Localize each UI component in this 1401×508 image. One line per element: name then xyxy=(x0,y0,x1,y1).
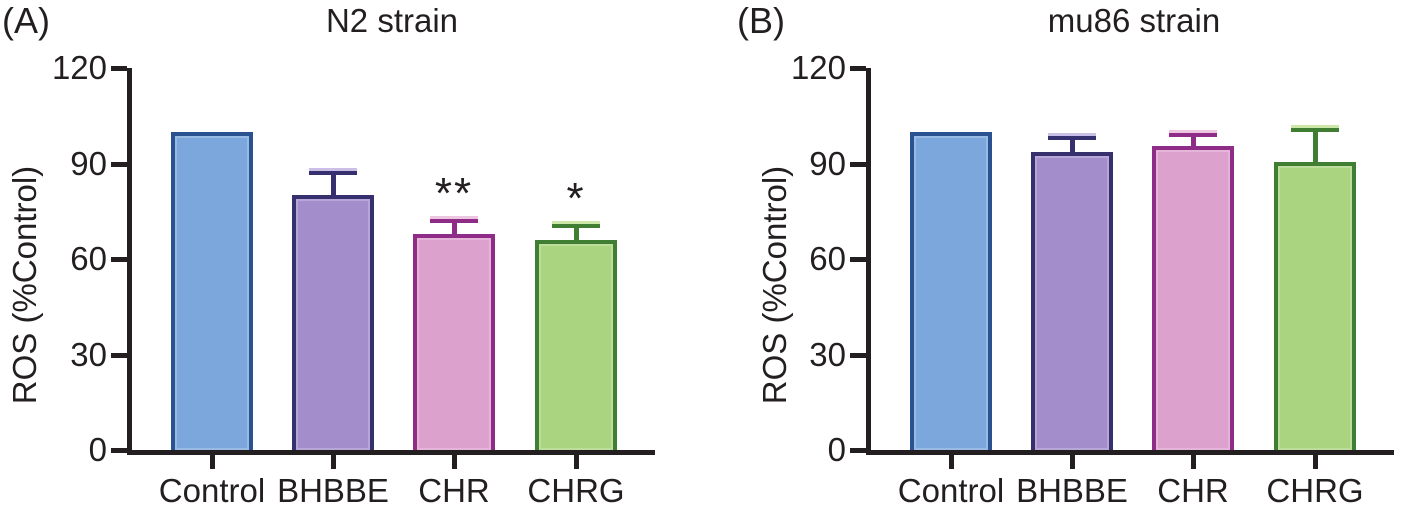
y-axis-tick xyxy=(850,352,866,358)
y-tick-label: 60 xyxy=(809,240,846,277)
bar-bhbbe xyxy=(1031,152,1113,450)
error-bar-cap-bhbbe xyxy=(309,171,357,176)
x-category-label: BHBBE xyxy=(1016,472,1128,508)
y-axis-tick xyxy=(850,448,866,453)
error-bar-cap-highlight-chrg xyxy=(552,220,600,224)
x-axis-tick xyxy=(1313,455,1318,469)
bar-control xyxy=(910,131,992,450)
y-tick-label: 120 xyxy=(790,49,846,86)
panel-label-a: (A) xyxy=(2,0,50,41)
x-category-label: CHRG xyxy=(527,472,625,508)
error-bar-cap-chr xyxy=(1169,133,1217,138)
error-bar-cap-chrg xyxy=(1291,128,1339,133)
error-bar-stem-chr xyxy=(451,219,457,236)
significance-marker-chrg: * xyxy=(566,173,586,223)
error-bar-stem-bhbbe xyxy=(330,171,336,198)
bar-control xyxy=(171,131,253,450)
x-axis-tick xyxy=(574,455,579,469)
x-axis-tick xyxy=(1191,455,1196,469)
error-bar-stem-bhbbe xyxy=(1069,136,1075,155)
y-tick-label: 0 xyxy=(88,431,107,468)
error-bar-stem-chr xyxy=(1190,133,1196,148)
x-axis-tick xyxy=(210,455,215,469)
y-tick-label: 0 xyxy=(827,431,846,468)
x-axis-tick xyxy=(949,455,954,469)
y-tick-label: 90 xyxy=(809,144,846,182)
x-axis-tick xyxy=(452,455,457,469)
y-tick-label: 60 xyxy=(70,240,107,277)
bar-chrg xyxy=(1274,161,1356,450)
x-category-label: CHR xyxy=(1157,472,1229,508)
x-category-label: CHR xyxy=(418,472,490,508)
panel-a: (A) N2 strain ROS (%Control) ** * 0 30 60 90… xyxy=(0,0,700,508)
y-axis-tick xyxy=(111,448,127,453)
y-axis-tick xyxy=(850,257,866,262)
y-axis-tick xyxy=(111,66,127,71)
error-bar-cap-chrg xyxy=(552,223,600,228)
error-bar-cap-highlight-chr xyxy=(1169,130,1217,134)
bar-chr xyxy=(1152,146,1234,450)
y-tick-label: 120 xyxy=(51,49,107,86)
plot-area xyxy=(866,68,1394,455)
error-bar-cap-highlight-bhbbe xyxy=(1048,133,1096,137)
error-bar-stem-chrg xyxy=(573,224,579,242)
error-bar-cap-highlight-chr xyxy=(430,216,478,220)
plot-area: ** * xyxy=(127,68,655,455)
y-tick-label: 30 xyxy=(70,335,107,373)
panel-b: (B) mu86 strain ROS (%Control) 0 30 60 90 12… xyxy=(700,0,1401,508)
x-category-label: CHRG xyxy=(1266,472,1364,508)
x-category-label: Control xyxy=(897,472,1005,508)
bar-chr xyxy=(413,233,495,450)
significance-marker-chr: ** xyxy=(434,169,474,219)
y-axis-tick xyxy=(111,161,127,167)
x-category-label: Control xyxy=(158,472,266,508)
error-bar-cap-chr xyxy=(430,219,478,224)
panel-label-b: (B) xyxy=(737,0,785,41)
error-bar-stem-chrg xyxy=(1312,128,1318,164)
chart-title-n2-strain: N2 strain xyxy=(325,2,459,39)
x-axis-tick xyxy=(331,455,336,469)
y-tick-label: 90 xyxy=(70,144,107,182)
chart-title-mu86-strain: mu86 strain xyxy=(1047,2,1221,39)
error-bar-cap-bhbbe xyxy=(1048,136,1096,141)
y-axis-tick xyxy=(850,161,866,167)
error-bar-cap-highlight-bhbbe xyxy=(309,168,357,172)
x-axis-tick xyxy=(1070,455,1075,469)
y-axis-tick xyxy=(111,257,127,262)
bar-chrg xyxy=(535,239,617,450)
y-axis-tick xyxy=(111,352,127,358)
y-tick-label: 30 xyxy=(809,335,846,373)
x-category-label: BHBBE xyxy=(277,472,389,508)
bar-bhbbe xyxy=(292,195,374,450)
error-bar-cap-highlight-chrg xyxy=(1291,125,1339,129)
y-axis-tick xyxy=(850,66,866,71)
